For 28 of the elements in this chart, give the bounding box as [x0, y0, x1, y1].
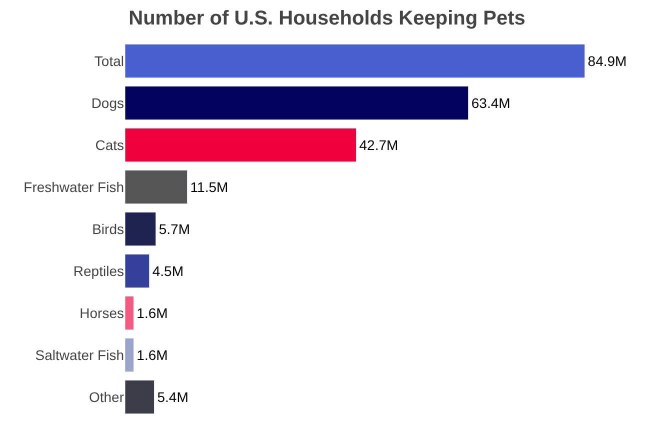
data-label: 42.7M [359, 137, 398, 153]
data-label: 5.4M [157, 389, 188, 405]
data-label: 5.7M [158, 221, 190, 237]
bar [125, 86, 469, 120]
bar [125, 380, 154, 414]
data-label: 1.6M [136, 347, 168, 363]
y-tick-label: Other [88, 388, 124, 405]
bar [125, 44, 586, 78]
y-tick-label: Dogs [91, 94, 124, 111]
chart-title: Number of U.S. Households Keeping Pets [128, 8, 526, 30]
data-label: 84.9M [588, 53, 627, 69]
y-tick-label: Birds [92, 220, 124, 237]
y-tick-label: Saltwater Fish [35, 346, 124, 363]
bar [125, 296, 134, 330]
y-tick-label: Cats [95, 136, 124, 153]
bar [125, 338, 134, 372]
bar [125, 212, 156, 246]
bar [125, 170, 188, 204]
data-label: 63.4M [471, 95, 510, 111]
bar [125, 254, 150, 288]
y-tick-label: Total [94, 52, 124, 69]
y-tick-label: Horses [80, 304, 124, 321]
y-tick-label: Reptiles [73, 262, 124, 279]
y-tick-label: Freshwater Fish [24, 178, 124, 195]
data-label: 11.5M [190, 179, 228, 195]
data-label: 4.5M [152, 263, 184, 279]
bar [125, 128, 356, 162]
data-label: 1.6M [136, 305, 168, 321]
